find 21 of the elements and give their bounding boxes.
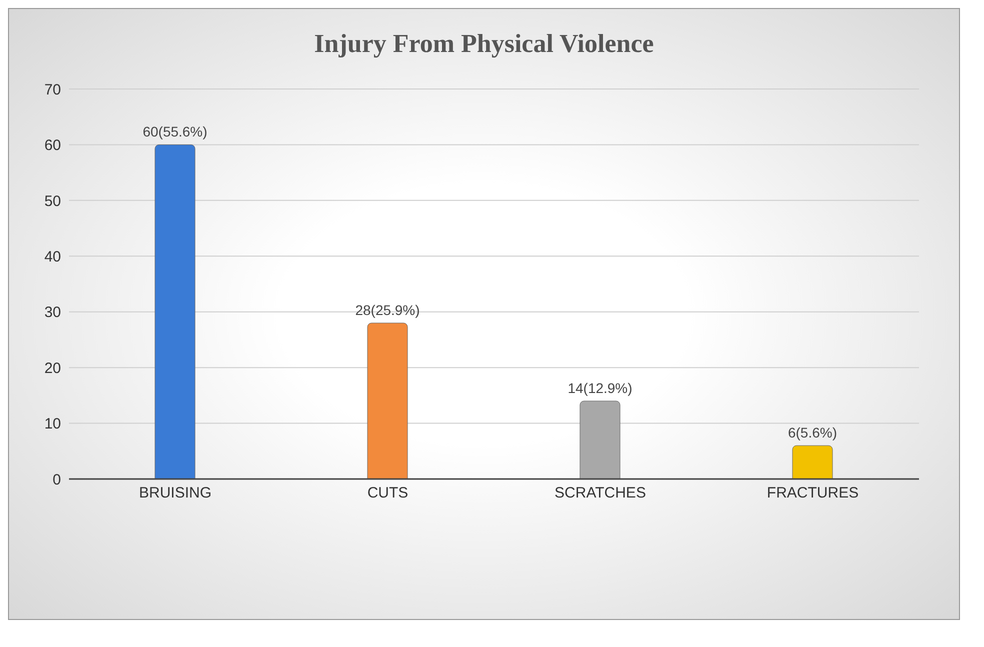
bar xyxy=(580,400,620,479)
y-tick-label: 10 xyxy=(44,416,61,433)
data-label: 6(5.6%) xyxy=(788,424,838,441)
y-tick-label: 70 xyxy=(44,81,61,98)
y-tick-label: 30 xyxy=(44,304,61,322)
bar xyxy=(367,322,408,479)
y-tick-label: 40 xyxy=(44,248,61,266)
y-tick-label: 0 xyxy=(52,471,61,488)
x-tick-label: FRACTURES xyxy=(766,484,859,502)
x-tick-label: CUTS xyxy=(367,484,408,502)
y-tick-label: 50 xyxy=(44,192,61,210)
y-tick-label: 20 xyxy=(44,360,61,377)
data-label: 14(12.9%) xyxy=(568,380,632,396)
data-label: 28(25.9%) xyxy=(355,302,420,318)
x-tick-label: BRUISING xyxy=(138,484,212,502)
chart-title: Injury From Physical Violence xyxy=(313,28,655,59)
x-tick-label: SCRATCHES xyxy=(554,484,646,502)
bar xyxy=(154,144,196,479)
bar xyxy=(792,445,833,479)
data-label: 60(55.6%) xyxy=(142,124,208,140)
y-tick-label: 60 xyxy=(44,137,61,154)
